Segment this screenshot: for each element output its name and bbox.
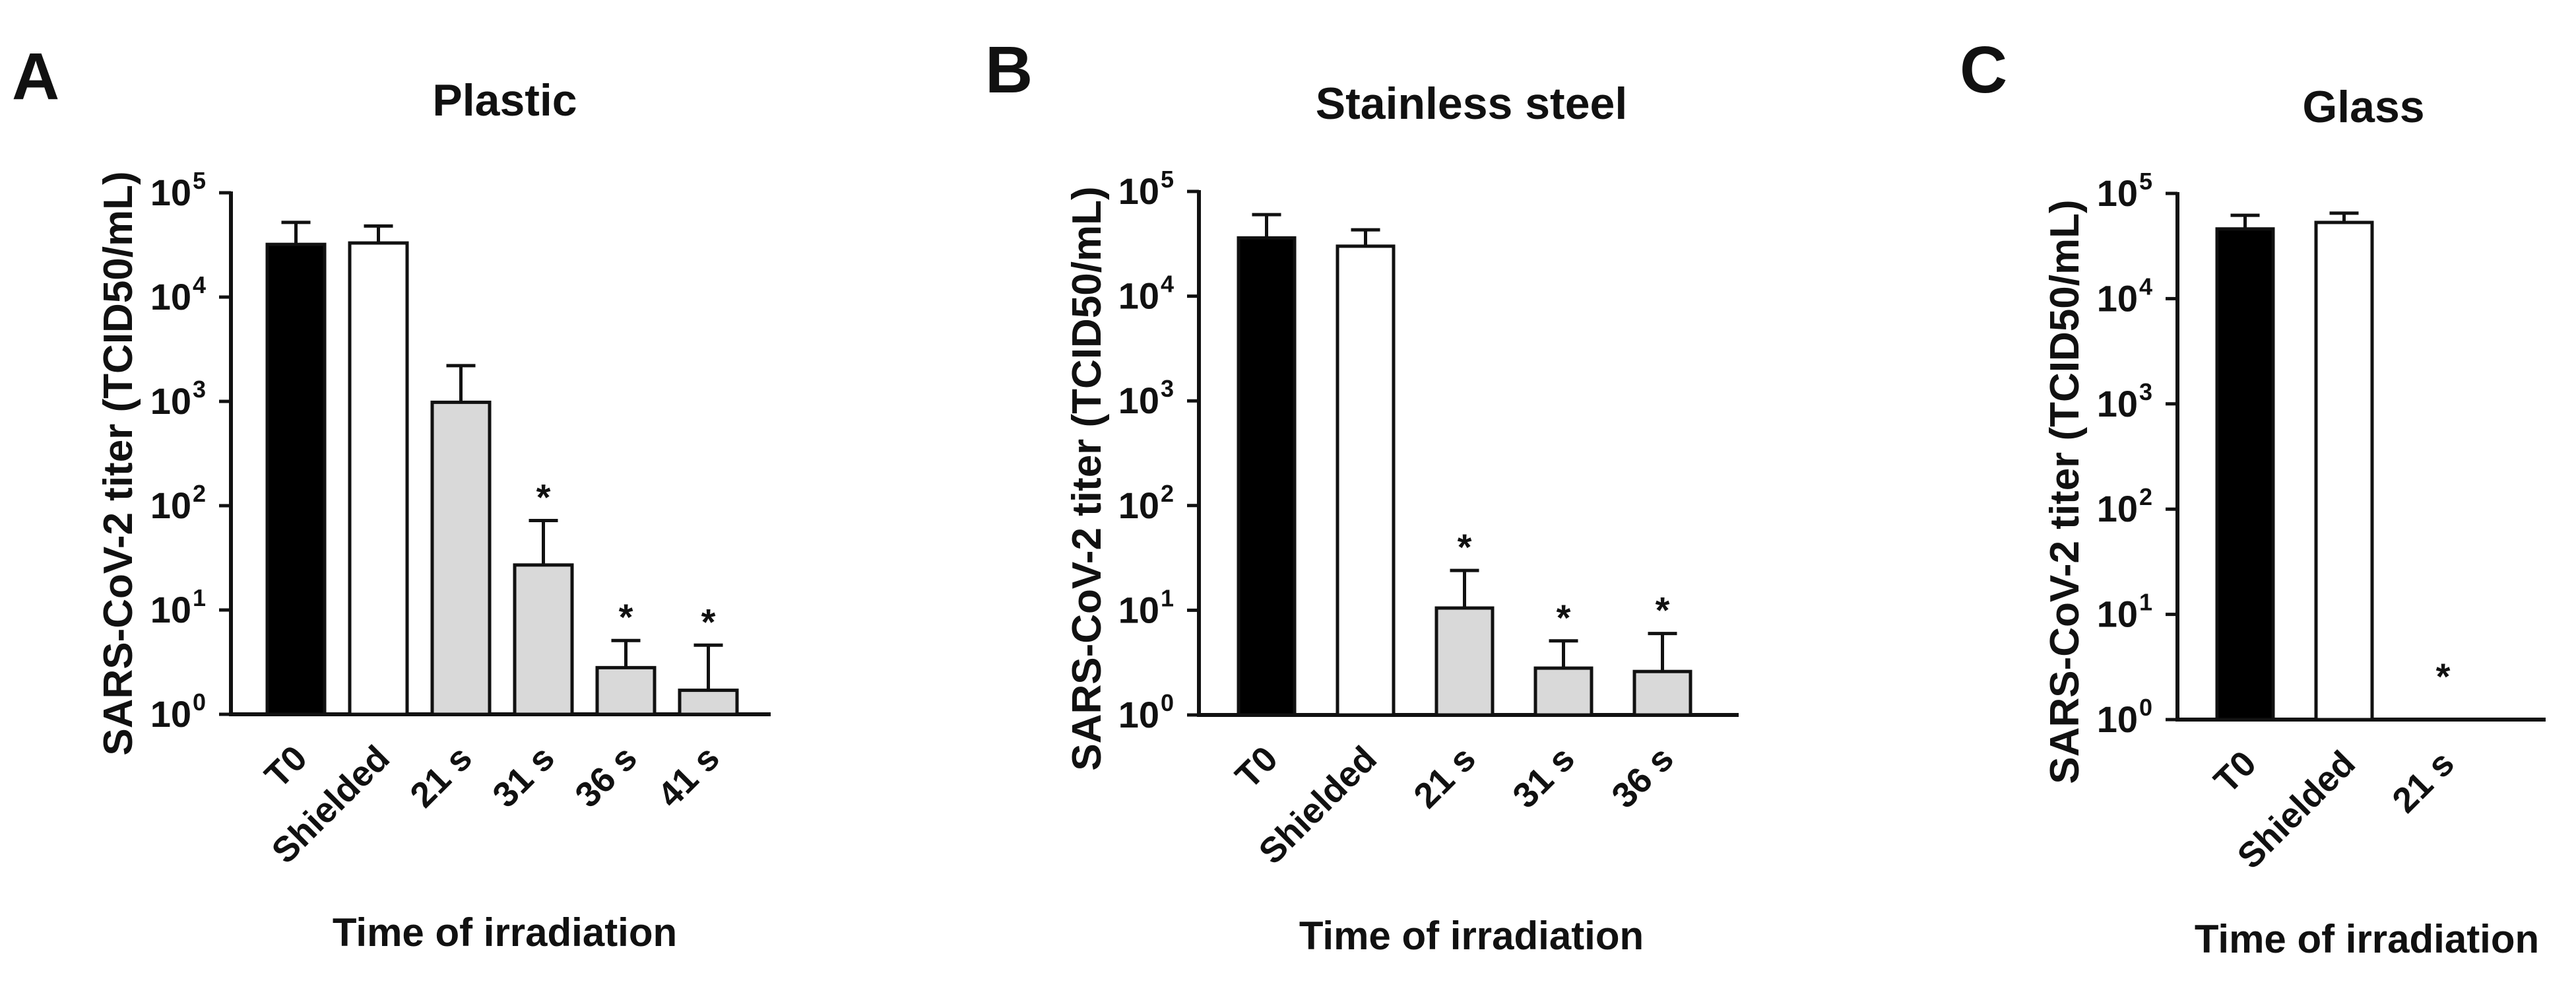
bar [1632,669,1692,717]
x-category-label: T0 [257,738,315,795]
x-category-label: 21 s [1406,739,1483,816]
x-category-label: 31 s [485,738,562,815]
y-tick-label: 10 [150,380,191,422]
x-category-label: T0 [2206,743,2264,801]
y-tick-label: 10 [150,276,191,318]
y-tick-exponent: 5 [193,167,206,194]
significance-star: * [536,477,551,518]
panel-c: C Glass SARS-CoV-2 titer (TCID50/mL) Tim… [1960,33,2546,961]
y-tick-exponent: 5 [2139,168,2152,195]
x-category-label: 41 s [650,738,727,815]
bar [513,563,574,716]
x-category-label: T0 [1228,739,1285,796]
y-tick-label: 10 [150,693,191,735]
panel-a-y-axis-label: SARS-CoV-2 titer (TCID50/mL) [96,171,141,755]
panel-c-title: Glass [2302,82,2424,132]
x-category-label: 36 s [567,738,645,815]
panel-c-x-axis-label: Time of irradiation [2195,917,2539,961]
bar [348,241,409,716]
significance-star: * [1458,526,1472,568]
significance-star: * [2436,656,2451,697]
panel-a-letter: A [12,40,59,114]
panel-c-letter: C [1960,33,2007,107]
significance-star: * [701,601,716,642]
y-tick-label: 10 [150,589,191,630]
bar [678,689,739,716]
y-tick-label: 10 [2097,593,2138,635]
panel-a-title: Plastic [432,75,577,125]
bar [1237,236,1297,717]
y-tick-label: 10 [2097,172,2138,214]
y-tick-exponent: 4 [1161,271,1174,298]
y-tick-label: 10 [150,172,191,213]
bar [1533,666,1594,717]
y-tick-label: 10 [1118,170,1159,212]
y-tick-label: 10 [2097,698,2138,740]
y-tick-exponent: 2 [1161,480,1174,507]
panel-c-y-axis-label: SARS-CoV-2 titer (TCID50/mL) [2042,199,2088,784]
y-tick-label: 10 [2097,488,2138,529]
x-category-label: 31 s [1505,739,1582,816]
y-tick-label: 10 [1118,694,1159,735]
x-category-label: 36 s [1604,739,1681,816]
x-category-label: 21 s [402,738,480,815]
panel-b-y-axis-label: SARS-CoV-2 titer (TCID50/mL) [1064,186,1110,770]
panel-b: B Stainless steel SARS-CoV-2 titer (TCID… [985,33,1739,958]
y-tick-label: 10 [2097,383,2138,424]
y-tick-exponent: 5 [1161,166,1174,193]
bar [595,665,657,716]
panel-b-title: Stainless steel [1316,79,1627,129]
y-tick-exponent: 0 [2139,694,2152,721]
y-tick-label: 10 [1118,485,1159,526]
bar [1434,606,1495,717]
y-tick-label: 10 [2097,277,2138,319]
y-tick-exponent: 2 [193,480,206,507]
bar [1336,244,1396,717]
bar [2215,227,2275,722]
y-tick-label: 10 [1118,380,1159,421]
y-tick-exponent: 2 [2139,483,2152,510]
y-tick-exponent: 3 [193,376,206,403]
y-tick-exponent: 0 [193,689,206,716]
y-tick-exponent: 4 [193,271,206,298]
panel-b-x-axis-label: Time of irradiation [1299,914,1644,958]
y-tick-exponent: 3 [2139,378,2152,405]
significance-star: * [619,596,633,638]
y-tick-label: 10 [150,485,191,526]
y-tick-exponent: 1 [1161,584,1174,611]
y-tick-exponent: 1 [193,584,206,611]
y-tick-exponent: 3 [1161,375,1174,402]
y-tick-exponent: 1 [2139,589,2152,616]
y-tick-exponent: 0 [1161,689,1174,716]
panel-b-letter: B [985,33,1033,107]
panel-a: A Plastic SARS-CoV-2 titer (TCID50/mL) T… [12,40,771,955]
bar [2314,220,2374,722]
y-tick-label: 10 [1118,275,1159,317]
y-tick-exponent: 4 [2139,273,2152,300]
x-category-label: 21 s [2385,743,2462,821]
bar [430,400,492,716]
y-tick-label: 10 [1118,589,1159,630]
significance-star: * [1656,590,1670,631]
panel-a-x-axis-label: Time of irradiation [333,910,677,955]
bar [265,242,327,716]
significance-star: * [1557,597,1571,638]
